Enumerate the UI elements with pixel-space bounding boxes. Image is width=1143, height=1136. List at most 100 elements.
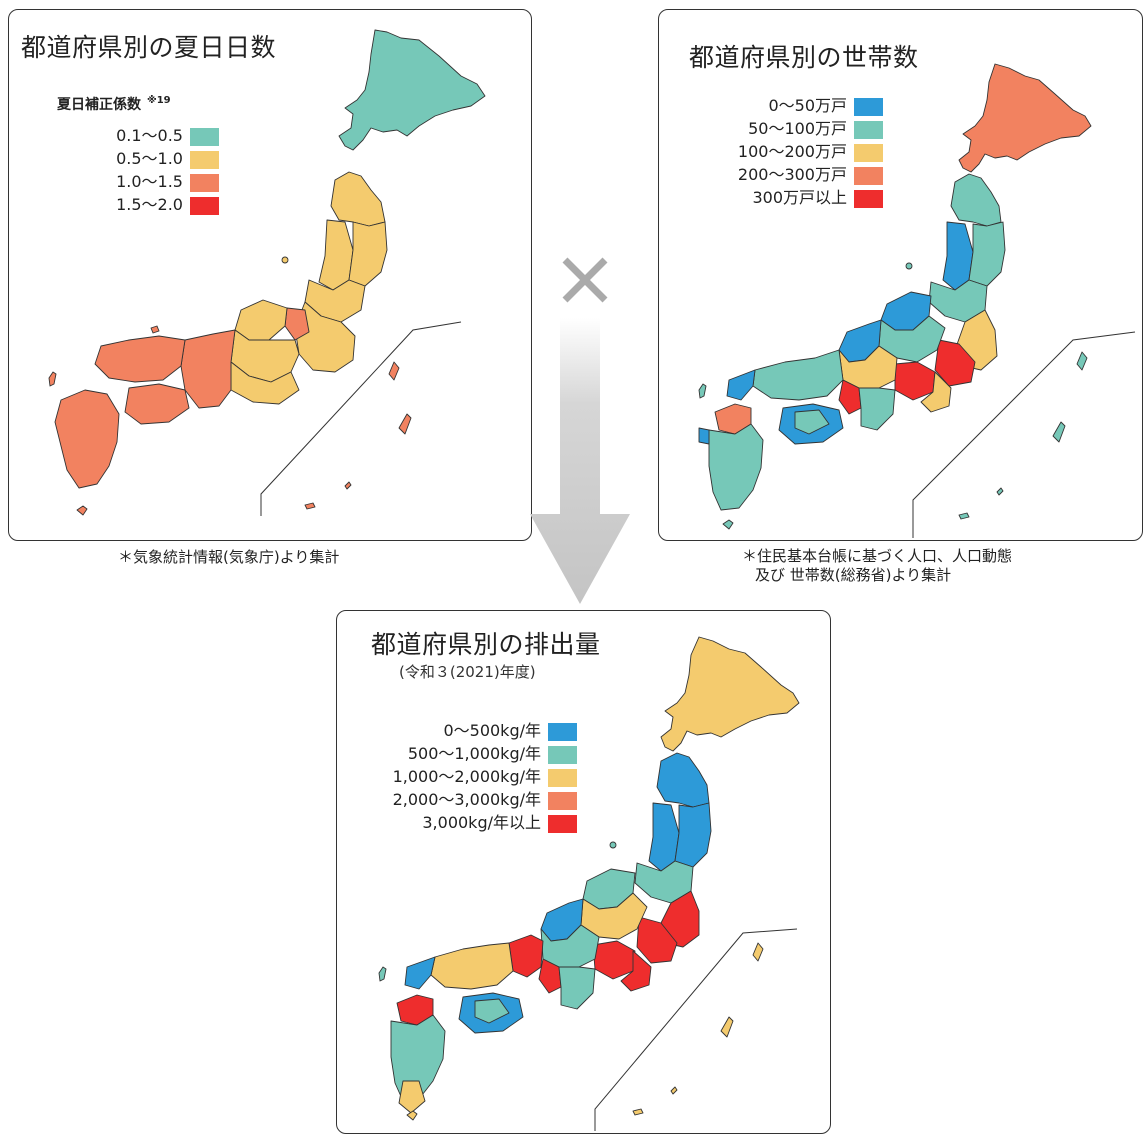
summer-days-panel: 都道府県別の夏日日数 夏日補正係数 ※19 0.1～0.5 0.5～1.0 1.0～1… [8, 9, 532, 541]
region-akita [648, 802, 680, 872]
region-osaka [538, 958, 562, 994]
summer-legend-swatch [190, 174, 219, 192]
island-yaeyama [670, 1086, 678, 1095]
region-kansai [180, 329, 236, 409]
legend-heading-text: 夏日補正係数 [57, 97, 141, 113]
emissions-legend: 0～500kg/年 500～1,000kg/年 1,000～2,000kg/年 2,0… [351, 721, 577, 836]
region-chugoku [94, 335, 186, 383]
emissions-subtitle: (令和３(2021)年度) [399, 663, 536, 681]
summer-legend: 0.1～0.5 0.5～1.0 1.0～1.5 1.5～2.0 [69, 126, 219, 218]
island-amami [388, 361, 400, 381]
island-sado [281, 256, 289, 264]
island-okinawa [398, 413, 412, 435]
island-oki [150, 325, 160, 334]
emissions-legend-swatch [548, 769, 577, 787]
multiply-icon [562, 257, 608, 303]
region-iwate [968, 221, 1006, 287]
summer-legend-row: 1.5～2.0 [69, 195, 219, 218]
region-tohoku-north [330, 171, 386, 227]
island-goto [76, 505, 88, 516]
region-hokkaido [660, 636, 800, 752]
region-kinki-south [558, 966, 596, 1010]
region-hokkaido [338, 29, 486, 151]
households-source-line-2: 及び 世帯数(総務省)より集計 [755, 566, 952, 584]
island-ryukyu-south [958, 512, 970, 520]
region-shikoku-inner [794, 409, 830, 435]
island-goto [722, 519, 734, 530]
okinawa-inset-frame [594, 928, 798, 1131]
households-legend-row: 200～300万戸 [699, 165, 883, 188]
summer-days-map [48, 29, 486, 516]
emissions-legend-label: 3,000kg/年以上 [422, 813, 541, 832]
households-legend-label: 100～200万戸 [737, 142, 847, 161]
region-kinki-south [858, 387, 896, 431]
households-panel: 都道府県別の世帯数 0～50万戸 50～100万戸 100～200万戸 200～300… [658, 9, 1143, 541]
emissions-legend-row: 0～500kg/年 [351, 721, 577, 744]
emissions-title: 都道府県別の排出量 [371, 630, 601, 659]
island-sado [905, 262, 913, 270]
region-kagoshima [398, 1080, 426, 1114]
summer-legend-row: 0.1～0.5 [69, 126, 219, 149]
island-okinawa [720, 1016, 734, 1038]
region-kyushu [54, 389, 120, 489]
region-shizuoka [920, 371, 952, 413]
island-tsushima [378, 966, 387, 982]
island-yaeyama [996, 487, 1004, 496]
region-shizuoka [620, 950, 652, 992]
region-shikoku [124, 383, 190, 425]
island-amami [1076, 351, 1088, 371]
households-legend-swatch [854, 144, 883, 162]
households-title: 都道府県別の世帯数 [689, 43, 919, 72]
households-legend-row: 100～200万戸 [699, 142, 883, 165]
region-tokai [230, 361, 300, 405]
region-nagasaki [698, 427, 710, 445]
households-legend-label: 0～50万戸 [768, 96, 847, 115]
region-aomori [950, 173, 1002, 227]
okinawa-inset-frame [260, 321, 462, 516]
region-iwate [674, 802, 712, 868]
households-legend-row: 300万戸以上 [699, 188, 883, 211]
island-yaeyama [344, 481, 352, 490]
okinawa-inset-frame [912, 331, 1136, 538]
emissions-panel: 都道府県別の排出量 (令和３(2021)年度) 0～500kg/年 500～1,0… [336, 610, 831, 1134]
region-shikoku-inner [474, 998, 510, 1024]
households-source-line-1: ＊住民基本台帳に基づく人口、人口動態 [742, 547, 1013, 565]
households-legend-label: 50～100万戸 [748, 119, 847, 138]
households-legend-swatch [854, 98, 883, 116]
households-legend-swatch [854, 167, 883, 185]
households-map [698, 63, 1136, 538]
region-tohoku-west [318, 219, 354, 291]
summer-legend-row: 0.5～1.0 [69, 149, 219, 172]
summer-legend-swatch [190, 197, 219, 215]
summer-days-title: 都道府県別の夏日日数 [21, 33, 277, 62]
summer-legend-label: 1.0～1.5 [116, 172, 183, 191]
region-kanto [294, 301, 356, 373]
emissions-legend-row: 3,000kg/年以上 [351, 813, 577, 836]
region-chugoku [430, 942, 514, 990]
households-legend-label: 300万戸以上 [752, 188, 847, 207]
island-okinawa [1052, 421, 1066, 443]
island-ryukyu-south [632, 1108, 644, 1116]
households-source-note: ＊住民基本台帳に基づく人口、人口動態 及び 世帯数(総務省)より集計 [742, 547, 1012, 585]
emissions-legend-label: 500～1,000kg/年 [407, 744, 541, 763]
region-kyushu [708, 423, 764, 511]
emissions-legend-swatch [548, 723, 577, 741]
region-hyogo [508, 934, 544, 978]
emissions-legend-label: 0～500kg/年 [443, 721, 541, 740]
households-legend-swatch [854, 121, 883, 139]
region-kyushu [390, 1014, 446, 1102]
summer-source-note: ＊気象統計情報(気象庁)より集計 [118, 548, 340, 566]
households-legend: 0～50万戸 50～100万戸 100～200万戸 200～300万戸 300万戸以上 [699, 96, 883, 211]
region-chugoku-west [726, 369, 756, 401]
emissions-legend-label: 1,000～2,000kg/年 [392, 767, 541, 786]
island-ryukyu-south [304, 502, 316, 510]
island-amami [752, 942, 764, 962]
households-legend-swatch [854, 190, 883, 208]
island-tsushima [698, 383, 707, 399]
emissions-legend-swatch [548, 815, 577, 833]
emissions-legend-swatch [548, 792, 577, 810]
emissions-map [378, 636, 800, 1131]
region-aomori [656, 752, 710, 808]
households-legend-row: 0～50万戸 [699, 96, 883, 119]
island-sado [609, 841, 617, 849]
